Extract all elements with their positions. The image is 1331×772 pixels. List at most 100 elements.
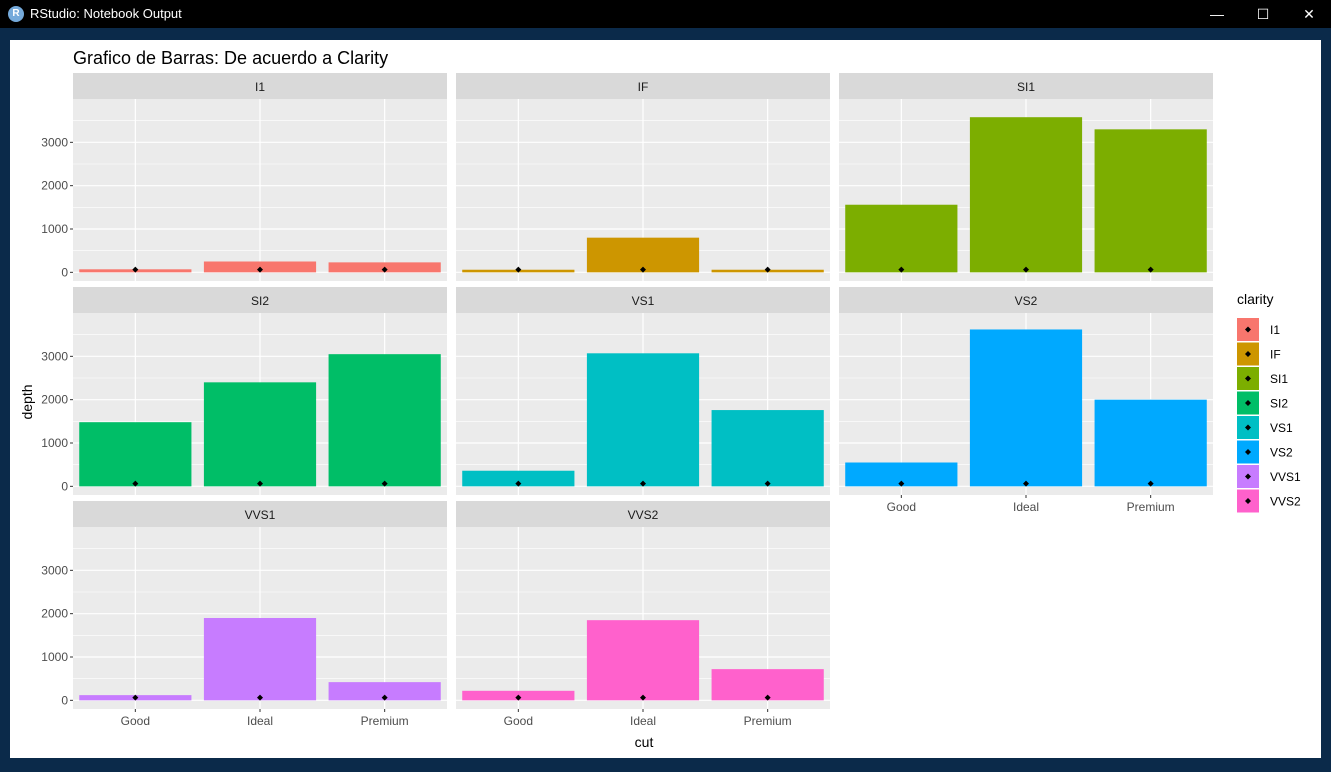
x-tick-label: Premium [744,714,792,728]
point-VVS1-Premium [381,694,388,701]
y-axis-title: depth [19,384,35,419]
facet-label-IF: IF [638,80,649,94]
point-SI2-Good [132,480,139,487]
facet-strip-SI1 [839,73,1213,99]
point-SI1-Ideal [1023,266,1029,273]
point-VS2-Good [898,480,905,487]
bar-VS2-Ideal [969,329,1083,487]
point-VS2-Premium [1147,480,1154,487]
x-tick-label: Premium [361,714,409,728]
y-tick-label: 1000 [41,436,68,450]
point-IF-Premium [764,266,771,273]
bar-SI2-Premium [328,354,441,487]
facet-strip-VVS1 [73,501,447,527]
y-tick-label: 2000 [41,179,68,193]
point-I1-Ideal [257,266,263,273]
point-VVS2-Premium [764,694,771,701]
legend-label-I1: I1 [1270,323,1280,337]
legend-point-VS2 [1245,449,1251,455]
point-SI1-Premium [1147,266,1154,273]
bar-SI2-Ideal [203,382,317,487]
x-axis-title: cut [635,734,654,750]
facet-label-SI2: SI2 [251,294,269,308]
close-button[interactable]: ✕ [1303,6,1315,22]
x-tick-label: Premium [1127,500,1175,514]
facet-label-I1: I1 [255,80,265,94]
facet-strip-I1 [73,73,447,99]
y-tick-label: 0 [61,479,68,493]
facet-strip-SI2 [73,287,447,313]
point-SI1-Good [898,266,905,273]
minimize-button[interactable]: — [1210,6,1224,22]
y-tick-label: 3000 [41,135,68,149]
bar-VS2-Good [845,462,958,487]
bar-VVS1-Premium [328,682,441,701]
legend-point-VVS1 [1245,473,1251,480]
point-VS2-Ideal [1023,480,1029,487]
x-tick-label: Good [504,714,533,728]
y-tick-label: 0 [61,265,68,279]
facet-strip-IF [456,73,830,99]
y-tick-label: 3000 [41,563,68,577]
legend-point-SI2 [1245,400,1251,406]
y-tick-label: 0 [61,693,68,707]
facet-strip-VVS2 [456,501,830,527]
maximize-button[interactable]: ☐ [1256,6,1270,22]
plot-area: Grafico de Barras: De acuerdo a Clarity I… [10,40,1321,758]
facet-strip-VS1 [456,287,830,313]
bar-VS2-Premium [1094,399,1207,487]
x-tick-label: Good [121,714,150,728]
legend-label-SI2: SI2 [1270,397,1288,411]
chart-title: Grafico de Barras: De acuerdo a Clarity [73,48,388,68]
facet-label-SI1: SI1 [1017,80,1035,94]
facet-strip-VS2 [839,287,1213,313]
point-IF-Ideal [640,266,646,273]
y-tick-label: 2000 [41,393,68,407]
y-tick-label: 3000 [41,349,68,363]
bar-VS1-Premium [711,410,824,487]
point-IF-Good [515,266,522,273]
bar-IF-Ideal [586,237,700,273]
facet-label-VS1: VS1 [632,294,655,308]
legend-label-VVS1: VVS1 [1270,470,1301,484]
bar-VS1-Ideal [586,353,700,487]
x-tick-label: Ideal [247,714,273,728]
point-VS1-Ideal [640,480,646,487]
x-tick-label: Ideal [1013,500,1039,514]
facet-label-VVS2: VVS2 [628,508,659,522]
y-tick-label: 2000 [41,607,68,621]
bar-VS1-Good [462,470,575,487]
facet-label-VVS1: VVS1 [245,508,276,522]
window-title: RStudio: Notebook Output [30,6,182,21]
point-I1-Premium [381,266,388,273]
point-VS1-Premium [764,480,771,487]
bar-SI1-Premium [1094,129,1207,273]
y-tick-label: 1000 [41,650,68,664]
legend-label-VVS2: VVS2 [1270,495,1301,509]
legend-label-VS1: VS1 [1270,421,1293,435]
legend-label-VS2: VS2 [1270,446,1293,460]
legend-point-IF [1245,351,1251,357]
bar-SI2-Good [79,422,192,487]
bar-VVS2-Ideal [586,620,700,701]
legend-title: clarity [1237,291,1274,307]
title-bar[interactable]: R RStudio: Notebook Output — ☐ ✕ [0,0,1331,28]
faceted-bar-chart: Grafico de Barras: De acuerdo a Clarity I… [19,48,1301,750]
point-I1-Good [132,266,139,273]
legend-point-VS1 [1245,424,1251,431]
point-VVS1-Ideal [257,694,263,701]
x-tick-label: Good [887,500,916,514]
legend-point-VVS2 [1245,498,1251,504]
bar-VVS1-Ideal [203,618,317,701]
legend-point-SI1 [1245,375,1251,382]
facet-label-VS2: VS2 [1015,294,1038,308]
bar-SI1-Ideal [969,117,1083,273]
bar-SI1-Good [845,204,958,273]
legend-point-I1 [1245,326,1251,333]
point-VS1-Good [515,480,522,487]
legend-label-SI1: SI1 [1270,372,1288,386]
legend-label-IF: IF [1270,348,1281,362]
point-SI2-Ideal [257,480,263,487]
point-VVS2-Good [515,694,522,701]
